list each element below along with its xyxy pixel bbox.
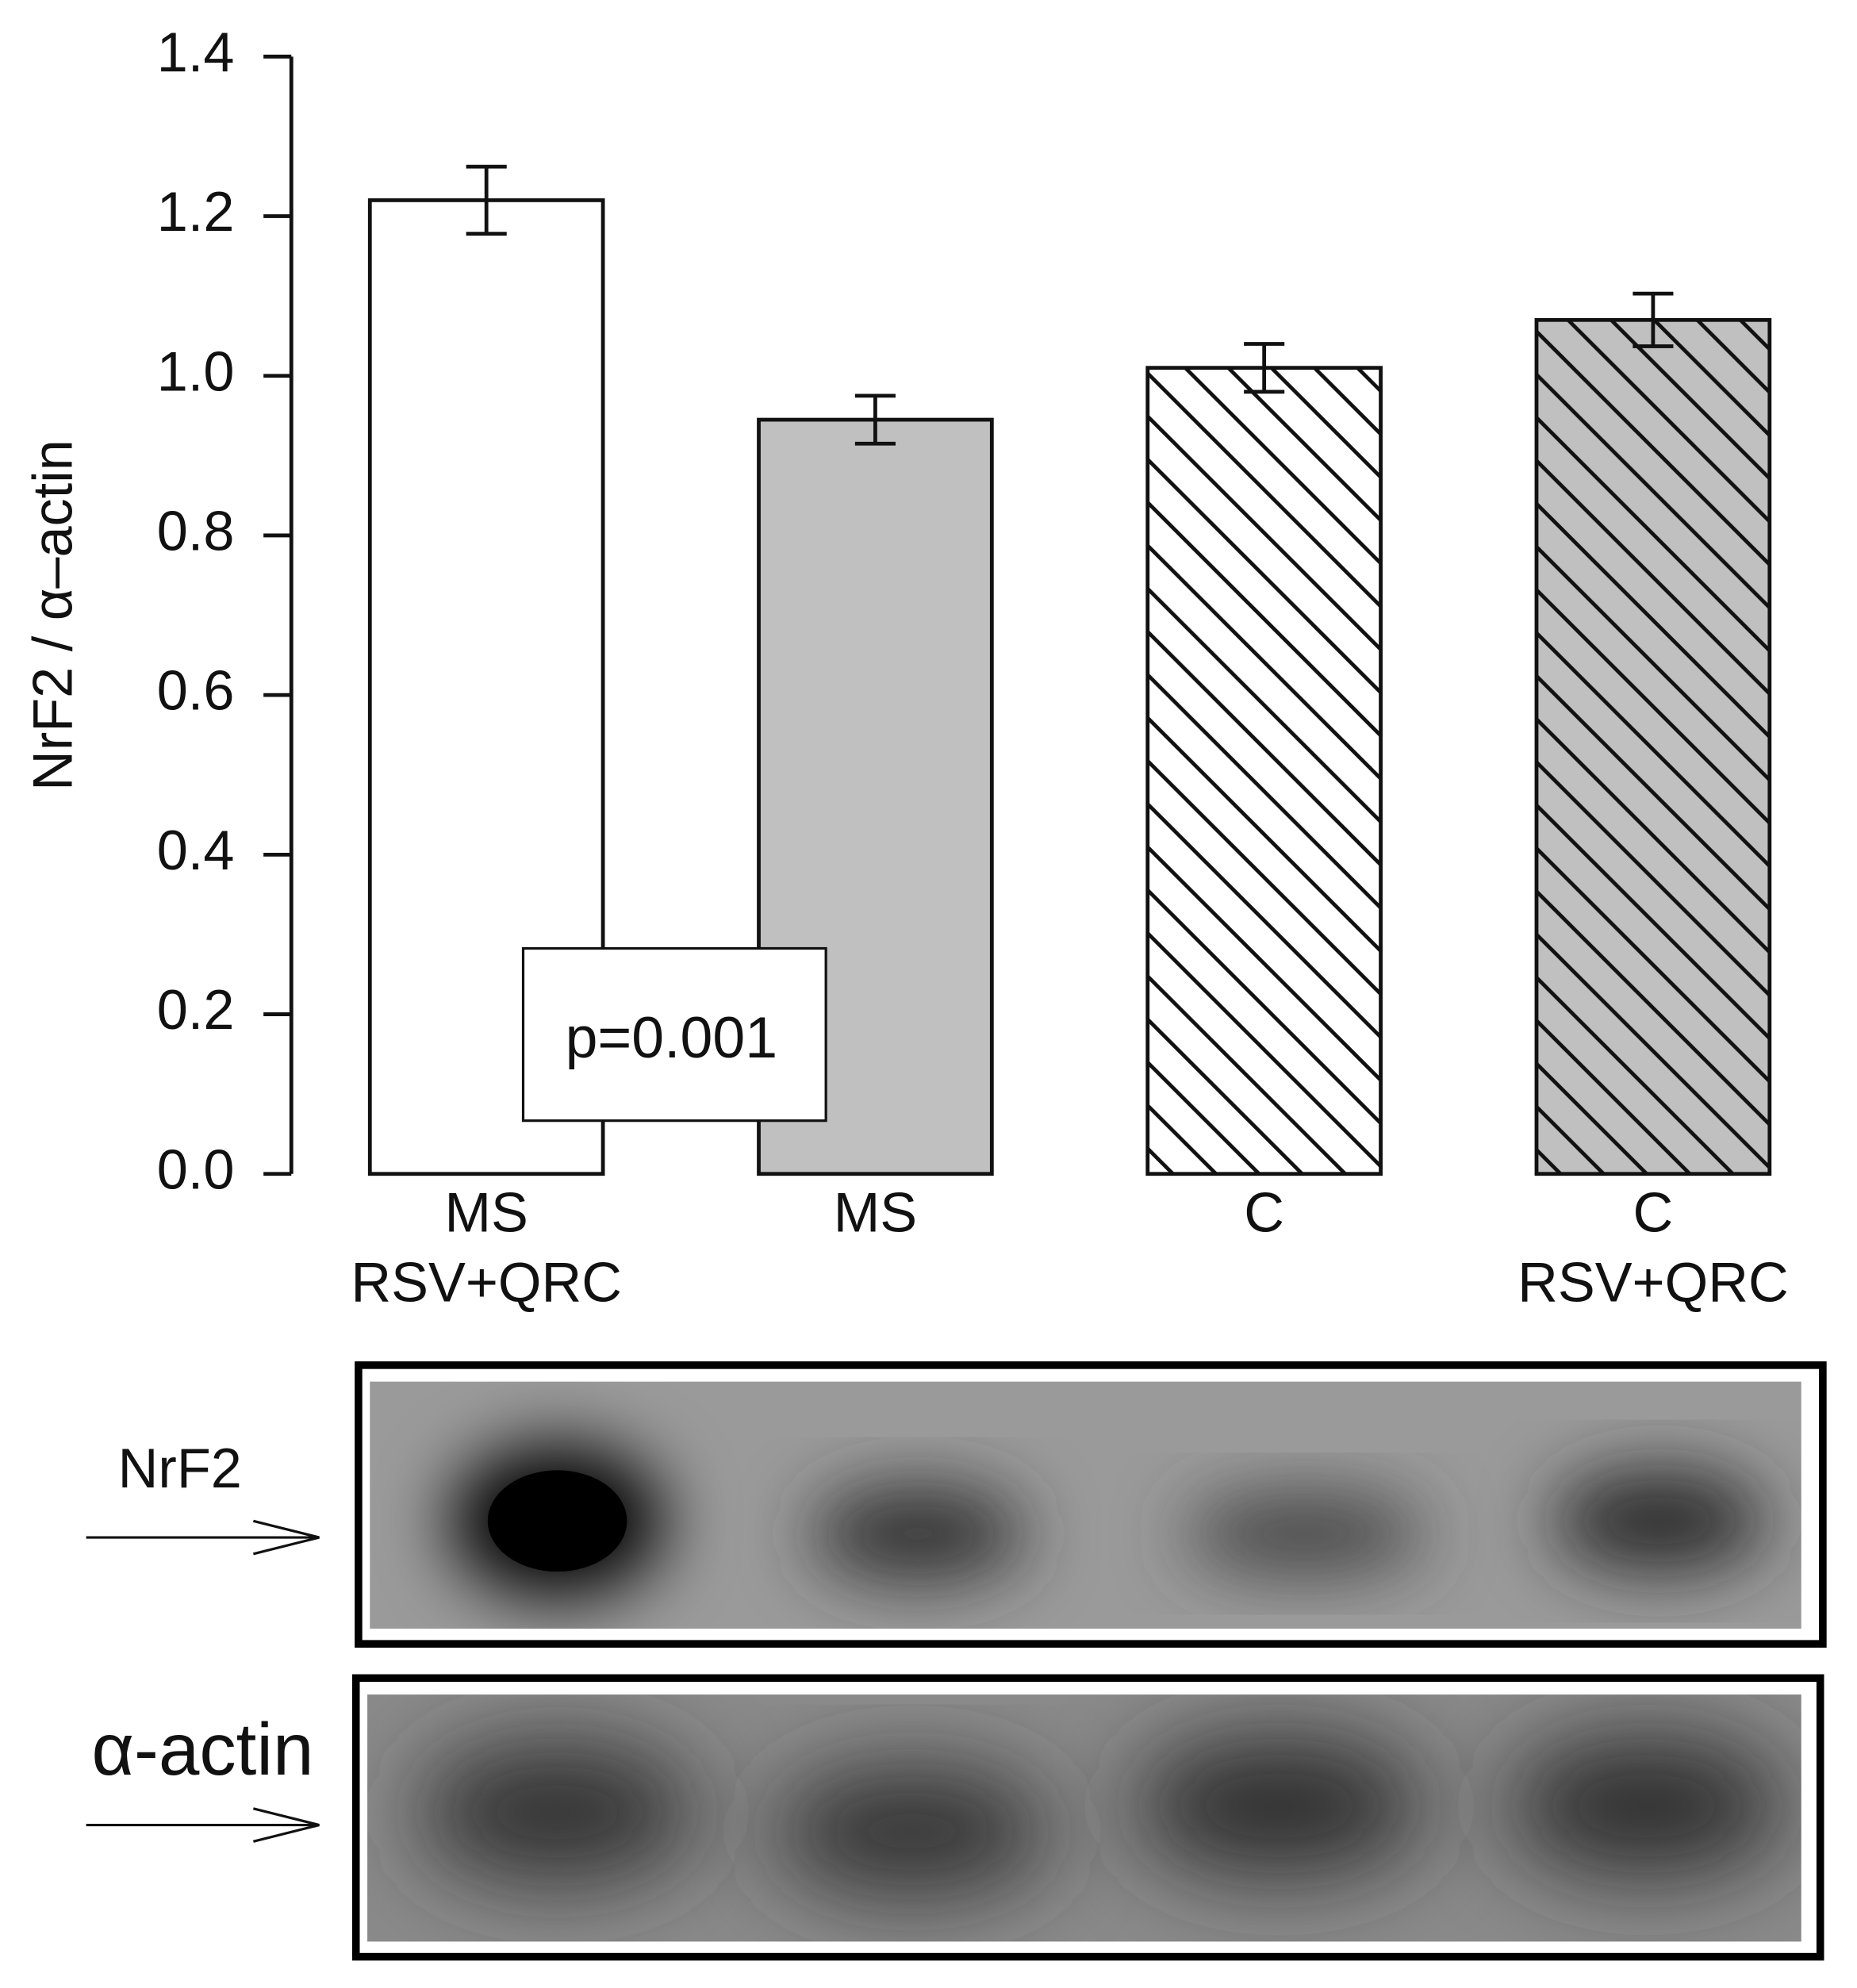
blot-nrf2: [355, 1361, 1827, 1648]
x-tick-label: C: [1633, 1181, 1674, 1244]
y-axis-label: NrF2 / α–actin: [21, 439, 83, 791]
error-bar: [854, 393, 896, 446]
y-tick-label: 1.0: [157, 340, 235, 402]
y-tick-label: 0.2: [157, 978, 235, 1041]
blot-actin: [351, 1674, 1824, 1961]
blot-label: NrF2: [118, 1437, 242, 1499]
arrow: [86, 1519, 320, 1556]
error-bar: [1633, 291, 1674, 348]
bar: [1145, 366, 1383, 1176]
y-tick-label: 1.2: [157, 180, 235, 243]
x-tick-label: RSV+QRC: [351, 1250, 622, 1313]
x-tick-label: C: [1244, 1181, 1284, 1244]
error-bar: [1244, 342, 1285, 394]
arrow: [86, 1807, 320, 1843]
y-tick-label: 0.6: [157, 659, 235, 722]
annotation: p=0.001: [566, 1005, 778, 1070]
y-tick-label: 0.8: [157, 499, 235, 562]
error-bar: [466, 164, 507, 236]
x-tick-label: RSV+QRC: [1517, 1250, 1789, 1313]
annotation-box: [521, 946, 827, 1123]
x-tick-label: MS: [834, 1181, 917, 1244]
y-tick-label: 0.4: [157, 819, 235, 881]
bar: [1534, 317, 1772, 1176]
y-tick-label: 1.4: [157, 21, 235, 83]
blot-label: α-actin: [91, 1708, 313, 1790]
y-tick-label: 0.0: [157, 1138, 235, 1200]
x-tick-label: MS: [445, 1181, 528, 1244]
